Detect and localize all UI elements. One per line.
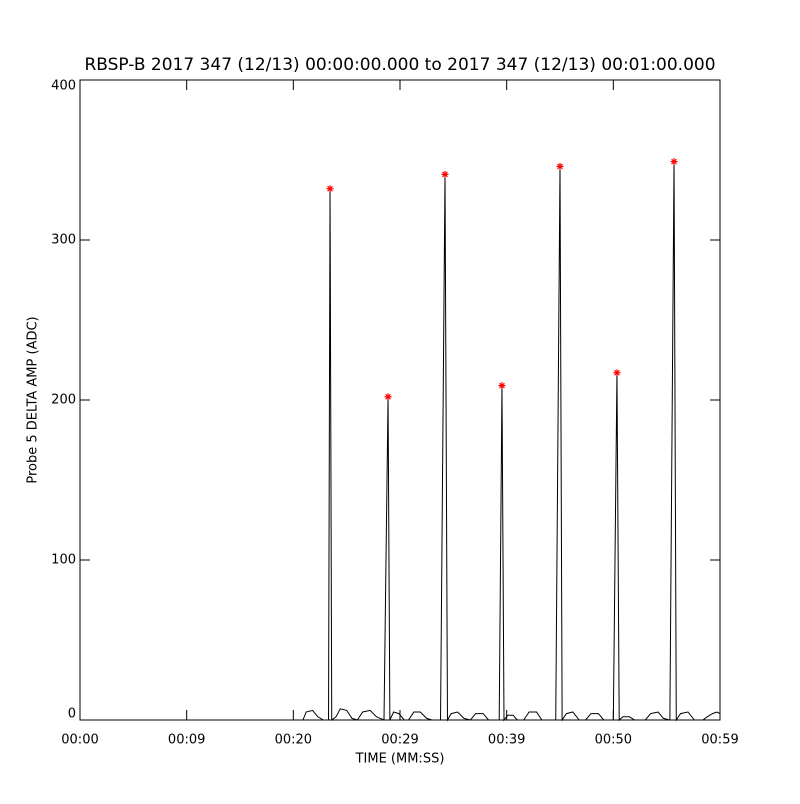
x-tick-label: 00:50	[595, 733, 632, 748]
x-tick-label: 00:59	[701, 733, 738, 748]
plot-frame	[79, 79, 721, 721]
y-tick-label: 400	[51, 79, 76, 94]
y-tick-label: 300	[51, 233, 76, 248]
peak-marker	[498, 382, 506, 390]
x-tick-label: 00:20	[275, 733, 312, 748]
peak-marker	[613, 369, 621, 377]
peak-marker	[556, 162, 564, 170]
chart-title: RBSP-B 2017 347 (12/13) 00:00:00.000 to …	[84, 55, 715, 75]
data-line	[80, 161, 721, 722]
peak-marker	[670, 158, 678, 166]
peak-marker	[384, 393, 392, 401]
x-tick-label: 00:29	[381, 733, 418, 748]
peak-marker	[326, 185, 334, 193]
y-tick-label: 100	[51, 553, 76, 568]
x-tick-label: 00:00	[61, 733, 98, 748]
peak-marker	[441, 170, 449, 178]
x-tick-label: 00:39	[488, 733, 525, 748]
y-tick-label: 0	[68, 707, 76, 722]
y-axis-label: Probe 5 DELTA AMP (ADC)	[26, 316, 41, 483]
x-axis-label: TIME (MM:SS)	[355, 752, 445, 767]
y-tick-label: 200	[51, 393, 76, 408]
x-tick-label: 00:09	[168, 733, 205, 748]
